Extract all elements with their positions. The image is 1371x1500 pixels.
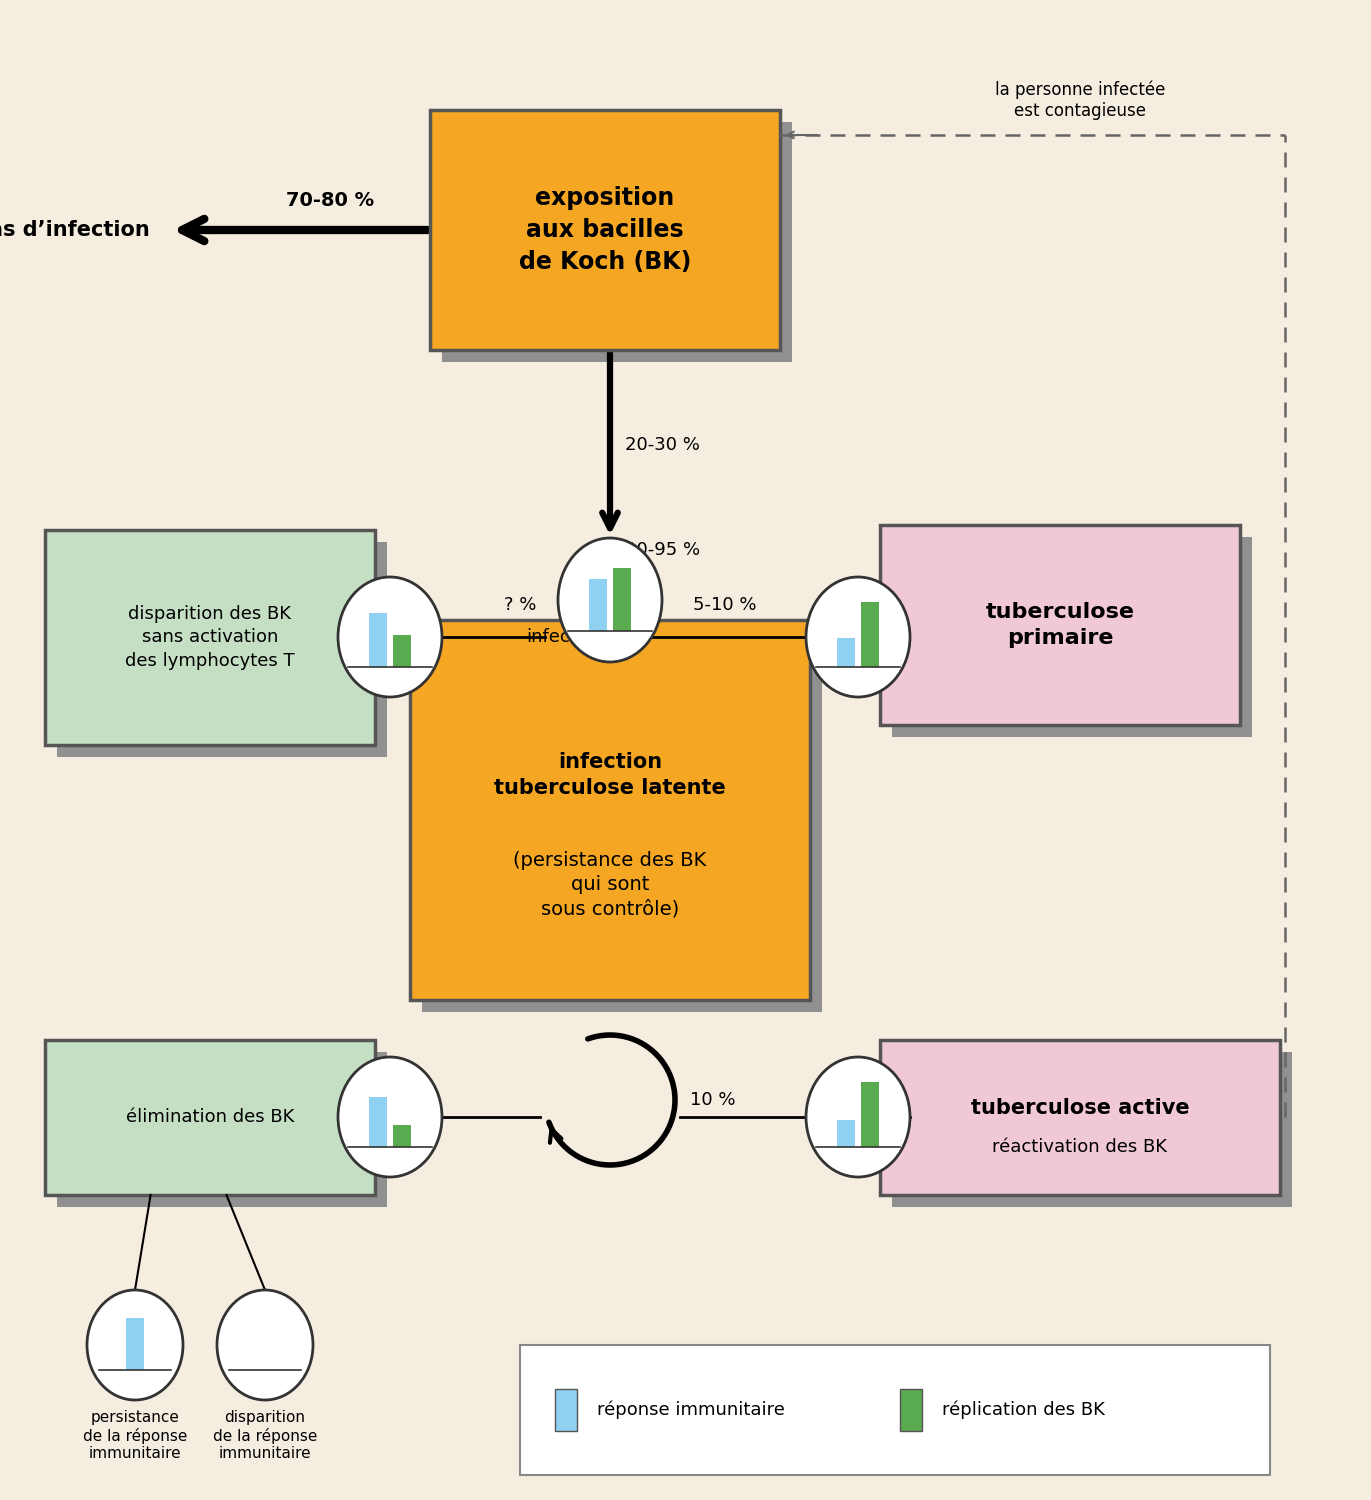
FancyBboxPatch shape	[880, 525, 1239, 724]
Bar	[899, 1389, 923, 1431]
FancyBboxPatch shape	[520, 1346, 1270, 1474]
Text: 10 %: 10 %	[690, 1090, 735, 1108]
Text: 90-95 %: 90-95 %	[625, 542, 701, 560]
Text: tuberculose active: tuberculose active	[971, 1098, 1189, 1118]
Text: 5-10 %: 5-10 %	[694, 596, 757, 613]
Ellipse shape	[558, 538, 662, 662]
Ellipse shape	[339, 1058, 441, 1178]
Text: pas d’infection: pas d’infection	[0, 220, 149, 240]
Text: réponse immunitaire: réponse immunitaire	[596, 1401, 784, 1419]
Bar	[555, 1389, 577, 1431]
Text: exposition
aux bacilles
de Koch (BK): exposition aux bacilles de Koch (BK)	[518, 186, 691, 273]
FancyBboxPatch shape	[422, 632, 823, 1013]
Bar	[861, 1082, 879, 1148]
FancyBboxPatch shape	[45, 1040, 376, 1196]
Text: 20-30 %: 20-30 %	[625, 436, 699, 454]
Text: ? %: ? %	[503, 596, 536, 613]
Bar	[861, 602, 879, 668]
Ellipse shape	[339, 578, 441, 698]
Text: réactivation des BK: réactivation des BK	[993, 1138, 1168, 1156]
Bar	[392, 634, 411, 668]
Text: la personne infectée
est contagieuse: la personne infectée est contagieuse	[995, 81, 1165, 120]
Bar	[369, 1096, 388, 1148]
FancyBboxPatch shape	[441, 122, 792, 362]
FancyBboxPatch shape	[410, 620, 810, 1001]
Text: tuberculose
primaire: tuberculose primaire	[986, 602, 1134, 648]
FancyBboxPatch shape	[893, 1052, 1291, 1208]
Text: persistance
de la réponse
immunitaire: persistance de la réponse immunitaire	[82, 1410, 188, 1461]
Text: infection: infection	[526, 628, 605, 646]
Bar	[590, 579, 607, 632]
FancyBboxPatch shape	[58, 1052, 387, 1208]
Bar	[369, 614, 388, 668]
Ellipse shape	[806, 1058, 910, 1178]
Text: réplication des BK: réplication des BK	[942, 1401, 1105, 1419]
Text: (persistance des BK
qui sont
sous contrôle): (persistance des BK qui sont sous contrô…	[513, 852, 706, 918]
Ellipse shape	[86, 1290, 182, 1400]
Bar	[392, 1125, 411, 1148]
Bar	[613, 568, 631, 632]
Bar	[126, 1317, 144, 1370]
Bar	[838, 1119, 856, 1148]
Text: disparition
de la réponse
immunitaire: disparition de la réponse immunitaire	[213, 1410, 317, 1461]
Ellipse shape	[806, 578, 910, 698]
Text: disparition des BK
sans activation
des lymphocytes T: disparition des BK sans activation des l…	[125, 604, 295, 670]
FancyBboxPatch shape	[45, 530, 376, 746]
FancyBboxPatch shape	[430, 110, 780, 350]
FancyBboxPatch shape	[893, 537, 1252, 736]
Text: infection
tuberculose latente: infection tuberculose latente	[494, 752, 725, 798]
Ellipse shape	[217, 1290, 313, 1400]
Bar	[838, 638, 856, 668]
Text: élimination des BK: élimination des BK	[126, 1108, 295, 1126]
Text: 70-80 %: 70-80 %	[287, 190, 374, 210]
FancyBboxPatch shape	[58, 542, 387, 758]
FancyBboxPatch shape	[880, 1040, 1281, 1196]
